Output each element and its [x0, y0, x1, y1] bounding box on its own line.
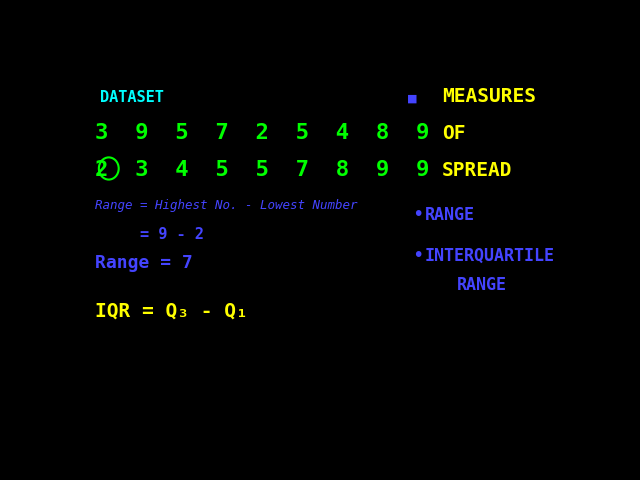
Text: MEASURES: MEASURES [442, 87, 536, 106]
Text: DATASET: DATASET [100, 90, 164, 105]
Text: IQR = Q₃ - Q₁: IQR = Q₃ - Q₁ [95, 301, 248, 320]
Text: Range = 7: Range = 7 [95, 254, 193, 272]
Text: SPREAD: SPREAD [442, 161, 513, 180]
Text: Range = Highest No. - Lowest Number: Range = Highest No. - Lowest Number [95, 199, 357, 212]
Text: RANGE: RANGE [425, 206, 475, 224]
Text: = 9 - 2: = 9 - 2 [140, 227, 204, 242]
Text: INTERQUARTILE: INTERQUARTILE [425, 247, 555, 265]
Text: •: • [412, 246, 424, 265]
Text: 2  3  4  5  5  7  8  9  9: 2 3 4 5 5 7 8 9 9 [95, 160, 429, 180]
Text: OF: OF [442, 124, 465, 143]
Text: RANGE: RANGE [457, 276, 507, 294]
Text: 3  9  5  7  2  5  4  8  9: 3 9 5 7 2 5 4 8 9 [95, 123, 429, 143]
Text: ■: ■ [408, 94, 418, 104]
Text: •: • [412, 205, 424, 224]
